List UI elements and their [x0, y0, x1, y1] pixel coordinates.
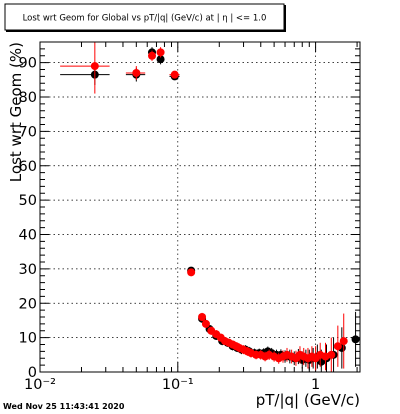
y-tick-label: 40 [19, 228, 37, 244]
plot-frame [39, 41, 361, 373]
data-point [156, 55, 165, 64]
data-point [327, 350, 336, 359]
data-point [201, 319, 210, 328]
chart-title: Lost wrt Geom for Global vs pT/|q| (GeV/… [23, 14, 267, 24]
title-frame [4, 3, 285, 31]
plot-area [40, 42, 360, 372]
y-tick-label: 90 [19, 56, 37, 72]
y-tick-label: 20 [19, 296, 37, 312]
title-shadow-right [284, 5, 286, 32]
title-shadow-bottom [6, 30, 285, 32]
data-point [148, 51, 157, 60]
x-axis-title: pT/|q| (GeV/c) [256, 391, 360, 409]
series-1 [60, 42, 348, 372]
y-tick-label: 80 [19, 90, 37, 106]
data-point [351, 335, 360, 344]
data-point [170, 70, 179, 79]
y-tick-label: 0 [28, 365, 37, 381]
data-point [198, 313, 207, 321]
grid-lines [40, 42, 360, 372]
x-tick-label: 1 [311, 377, 320, 393]
title-box: Lost wrt Geom for Global vs pT/|q| (GeV/… [4, 3, 286, 32]
data-point [339, 337, 348, 346]
y-tick-label: 10 [19, 331, 37, 347]
data-point [333, 342, 342, 351]
y-tick-label: 70 [19, 124, 37, 140]
x-tick-label: 10⁻¹ [162, 377, 194, 393]
data-point [132, 68, 141, 77]
timestamp: Wed Nov 25 11:43:41 2020 [3, 402, 125, 411]
y-tick-label: 50 [19, 193, 37, 209]
data-point [187, 268, 196, 277]
data-series [60, 42, 360, 372]
y-tick-label: 60 [19, 159, 37, 175]
data-point [90, 62, 99, 71]
y-axis-title: Lost wrt Geom (%) [7, 42, 25, 182]
y-tick-label: 30 [19, 262, 37, 278]
x-tick-label: 10⁻² [24, 377, 56, 393]
x-tick-labels: 10⁻² 10⁻¹ 1 [24, 377, 320, 393]
data-point [156, 48, 165, 57]
y-tick-labels: 0 10 20 30 40 50 60 70 80 90 [19, 56, 37, 381]
